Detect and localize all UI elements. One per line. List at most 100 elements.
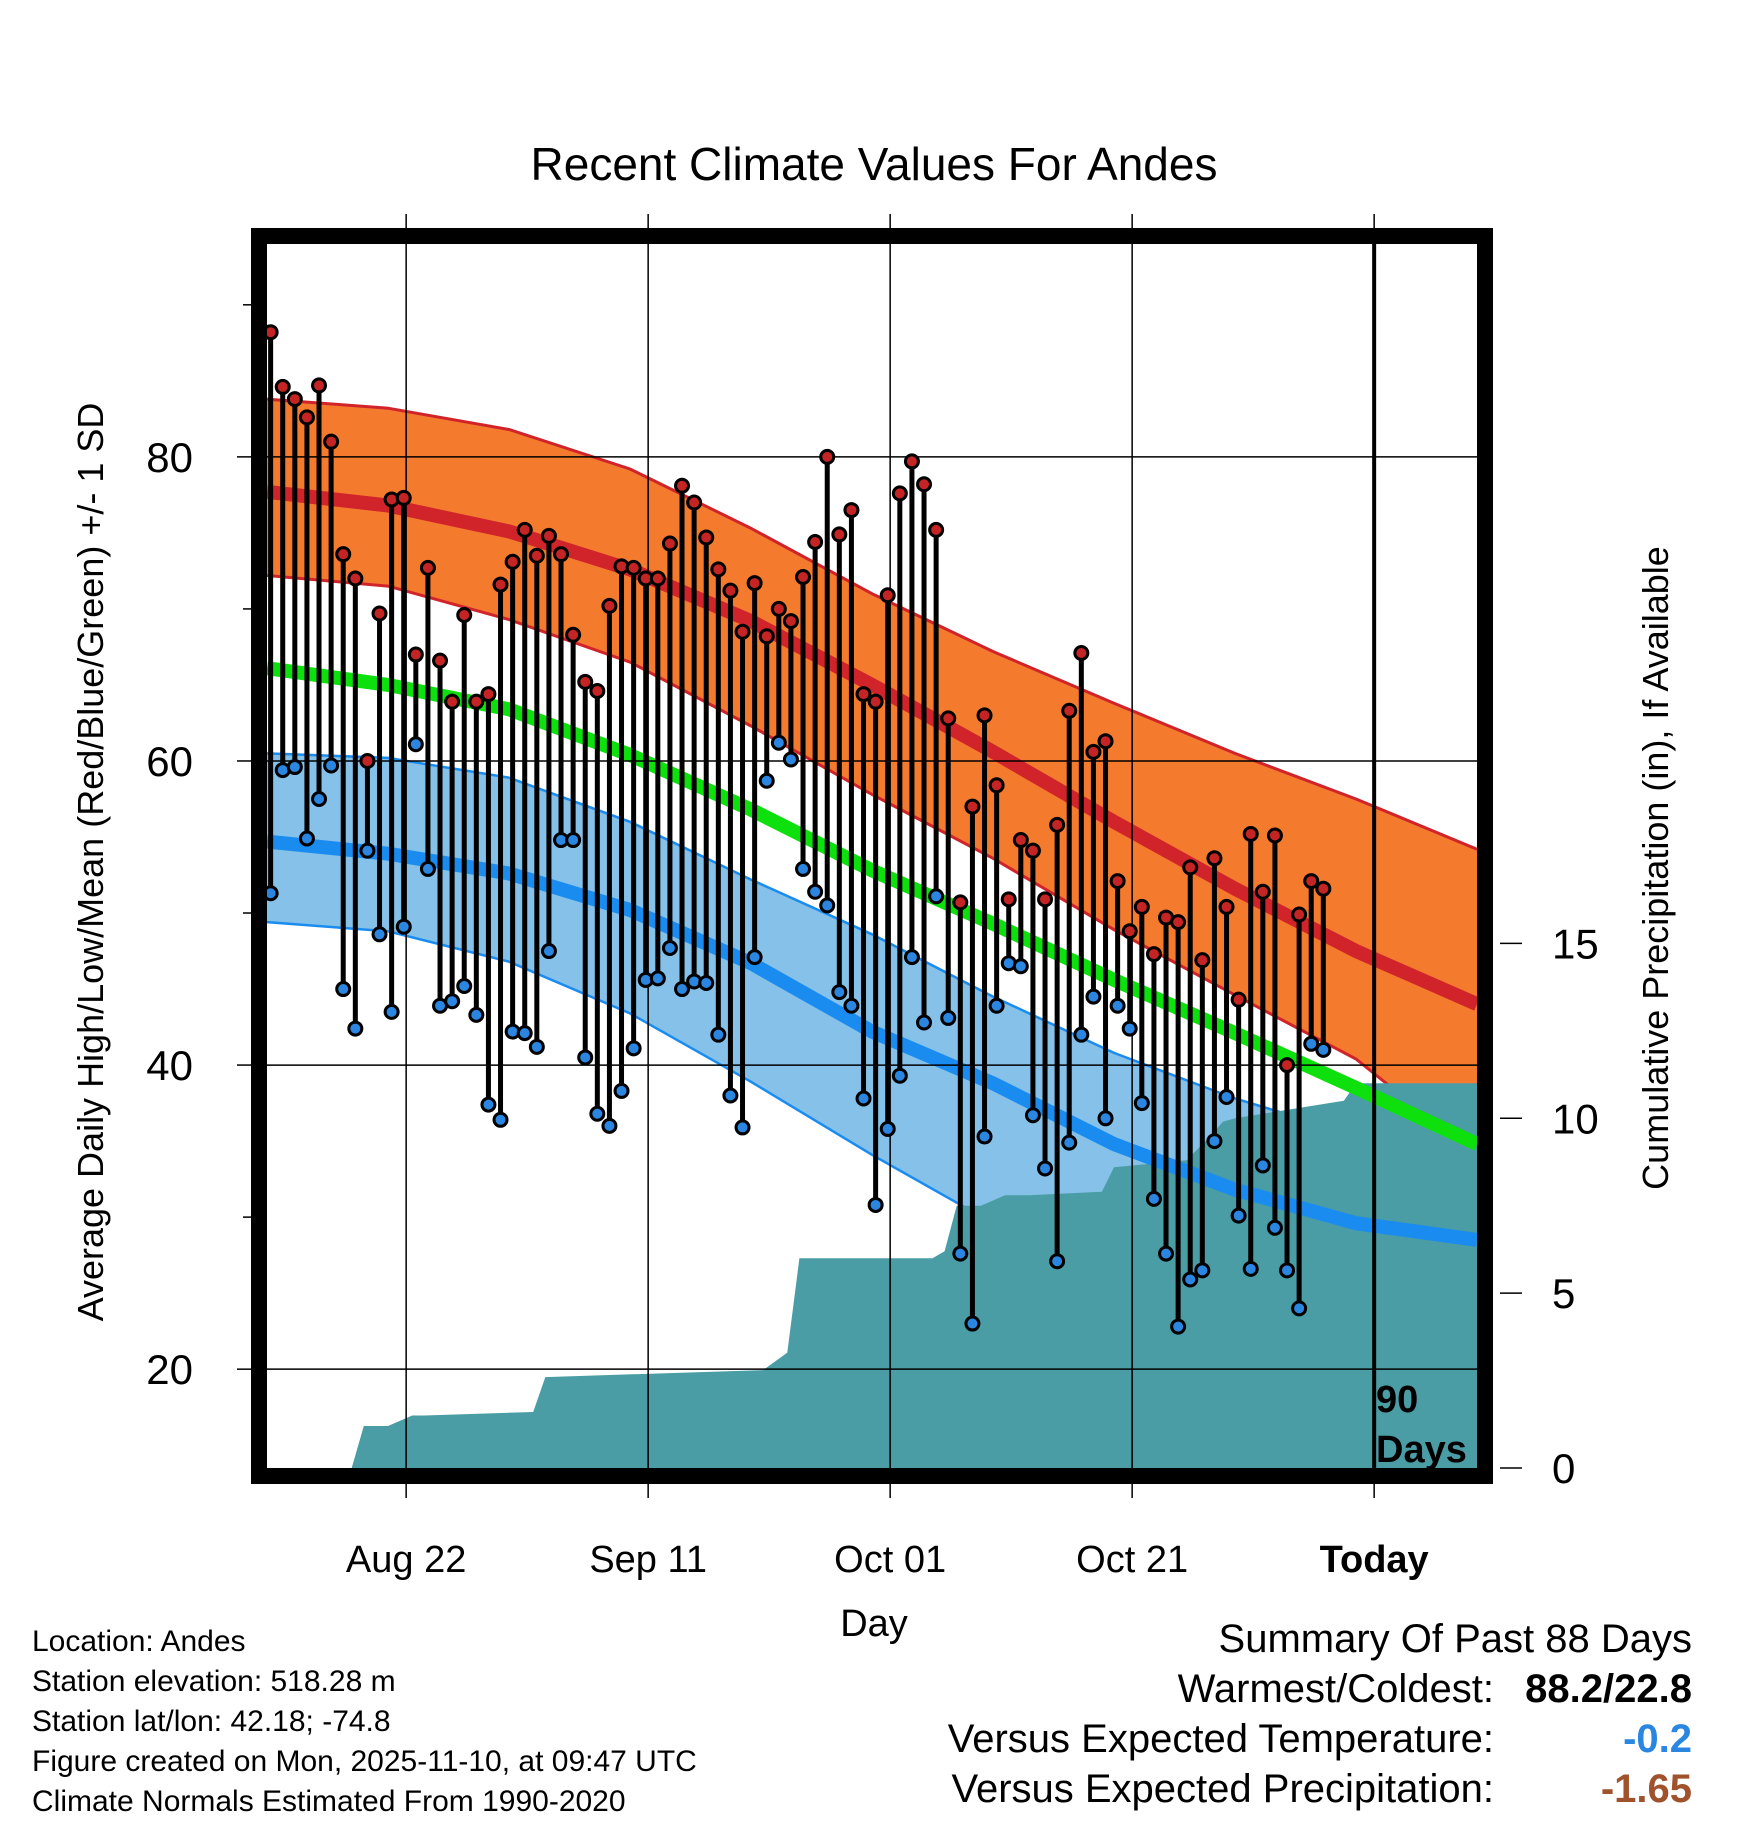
daily-high-point (267, 324, 279, 341)
daily-high-point (1218, 898, 1235, 915)
daily-high-point (928, 521, 945, 538)
daily-low-point (1242, 1260, 1259, 1277)
chart-title: Recent Climate Values For Andes (531, 138, 1218, 190)
daily-high-point (1315, 880, 1332, 897)
daily-low-point (480, 1096, 497, 1113)
daily-high-point (1109, 873, 1126, 890)
daily-high-point (661, 535, 678, 552)
daily-low-point (419, 860, 436, 877)
temp-anomaly-label: Versus Expected Temperature: (947, 1717, 1494, 1761)
daily-low-point (1061, 1134, 1078, 1151)
y-tick-label: 80 (146, 434, 193, 481)
daily-high-point (1085, 743, 1102, 760)
x-tick-label: Oct 21 (1076, 1539, 1188, 1581)
daily-low-point (286, 759, 303, 776)
daily-low-point (1133, 1095, 1150, 1112)
daily-low-point (952, 1245, 969, 1262)
daily-high-point (916, 476, 933, 493)
daily-low-point (1073, 1026, 1090, 1043)
daily-high-point (1182, 859, 1199, 876)
daily-high-point (468, 693, 485, 710)
daily-high-point (1279, 1057, 1296, 1074)
daily-high-point (601, 597, 618, 614)
daily-high-point (758, 628, 775, 645)
daily-low-point (625, 1040, 642, 1057)
daily-low-point (722, 1087, 739, 1104)
daily-high-point (1230, 991, 1247, 1008)
daily-high-point (565, 626, 582, 643)
daily-low-point (964, 1315, 981, 1332)
precip-anomaly-label: Versus Expected Precipitation: (951, 1767, 1494, 1811)
daily-high-point (734, 623, 751, 640)
daily-low-point (540, 943, 557, 960)
daily-high-point (1012, 832, 1029, 849)
daily-high-point (879, 587, 896, 604)
today-days-label-1: 90 (1376, 1379, 1418, 1421)
daily-high-point (988, 777, 1005, 794)
warm-cold-label: Warmest/Coldest: (1177, 1667, 1494, 1711)
x-axis-label: Day (840, 1603, 908, 1645)
daily-high-point (1291, 906, 1308, 923)
daily-low-point (395, 918, 412, 935)
daily-low-point (528, 1038, 545, 1055)
daily-high-point (444, 693, 461, 710)
created-text: Figure created on Mon, 2025-11-10, at 09… (32, 1745, 697, 1778)
daily-low-point (1182, 1271, 1199, 1288)
daily-high-point (286, 391, 303, 408)
station-info: Location: Andes Station elevation: 518.2… (32, 1622, 697, 1822)
y-tick-label: 60 (146, 738, 193, 785)
daily-low-point (819, 897, 836, 914)
daily-high-point (589, 683, 606, 700)
daily-high-point (1097, 733, 1114, 750)
daily-low-point (1266, 1219, 1283, 1236)
daily-high-point (903, 453, 920, 470)
daily-low-point (843, 997, 860, 1014)
daily-low-point (444, 993, 461, 1010)
temp-anomaly-value: -0.2 (1623, 1717, 1692, 1761)
daily-high-point (831, 526, 848, 543)
daily-high-point (746, 575, 763, 592)
daily-high-point (516, 521, 533, 538)
daily-low-point (577, 1049, 594, 1066)
daily-high-point (359, 752, 376, 769)
daily-low-point (311, 790, 328, 807)
daily-high-point (940, 710, 957, 727)
daily-high-point (298, 409, 315, 426)
daily-low-point (758, 772, 775, 789)
daily-low-point (782, 751, 799, 768)
daily-low-point (649, 970, 666, 987)
daily-low-point (1158, 1245, 1175, 1262)
daily-low-point (661, 939, 678, 956)
daily-low-point (565, 832, 582, 849)
daily-low-point (1121, 1020, 1138, 1037)
daily-low-point (335, 981, 352, 998)
daily-low-point (1049, 1253, 1066, 1270)
daily-high-point (649, 570, 666, 587)
daily-low-point (795, 860, 812, 877)
daily-low-point (468, 1006, 485, 1023)
normals-text: Climate Normals Estimated From 1990-2020 (32, 1785, 626, 1818)
daily-low-point (267, 885, 279, 902)
y-tick-label: 20 (146, 1346, 193, 1393)
daily-high-point (1133, 898, 1150, 915)
today-days-label-2: Days (1376, 1429, 1467, 1471)
daily-low-point (347, 1020, 364, 1037)
daily-high-point (1000, 891, 1017, 908)
daily-high-point (371, 605, 388, 622)
daily-low-point (1109, 997, 1126, 1014)
x-tick-label: Sep 11 (589, 1539, 707, 1581)
daily-low-point (1194, 1262, 1211, 1279)
daily-high-point (1049, 816, 1066, 833)
daily-high-point (480, 686, 497, 703)
daily-low-point (407, 736, 424, 753)
daily-high-point (819, 448, 836, 465)
daily-high-point (1024, 842, 1041, 859)
daily-high-point (722, 582, 739, 599)
daily-high-point (432, 652, 449, 669)
daily-low-point (613, 1082, 630, 1099)
daily-high-point (1194, 952, 1211, 969)
daily-low-point (1303, 1035, 1320, 1052)
daily-low-point (831, 984, 848, 1001)
daily-low-point (988, 997, 1005, 1014)
